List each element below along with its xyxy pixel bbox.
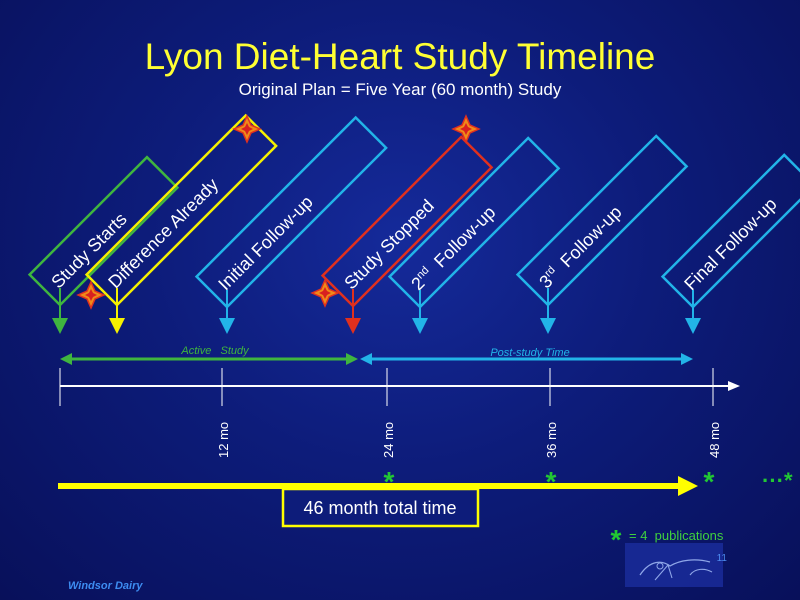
tick-label: 36 mo [544, 422, 559, 458]
continuation-marker: ···* [762, 468, 793, 493]
publication-marker: * [546, 466, 557, 497]
post-study-label: Post-study Time [490, 347, 569, 359]
active-study-period: Active Study [60, 345, 358, 365]
tick-label: 12 mo [216, 422, 231, 458]
tick-label: 48 mo [707, 422, 722, 458]
tick-label: 24 mo [381, 422, 396, 458]
footer-brand: Windsor Dairy [68, 580, 143, 592]
slide-number: 11 [717, 553, 728, 564]
event-label: Difference Already [104, 174, 222, 292]
legend-label: = 4 publications [629, 528, 724, 543]
burst-icon [77, 281, 105, 309]
legend-asterisk-icon: * [611, 524, 622, 555]
event-3rd-follow-up: 3rdFollow-up [515, 134, 689, 334]
subtitle: Original Plan = Five Year (60 month) Stu… [239, 80, 562, 99]
total-time-bar: 46 month total time [58, 476, 698, 528]
sketch-illustration [625, 543, 723, 587]
post-study-period: Post-study Time [360, 347, 693, 365]
active-study-label: Active Study [180, 345, 250, 357]
event-initial-follow-up: Initial Follow-up [194, 115, 388, 334]
timeline-axis [59, 368, 740, 406]
page-title: Lyon Diet-Heart Study Timeline [145, 36, 656, 77]
event-final-follow-up: Final Follow-up [660, 153, 800, 334]
publication-marker: * [384, 466, 395, 497]
burst-icon [452, 115, 480, 143]
publication-marker: * [704, 466, 715, 497]
burst-icon [311, 279, 339, 307]
burst-icon [233, 115, 261, 143]
event-label: 3rdFollow-up [535, 202, 625, 292]
total-time-label: 46 month total time [303, 498, 456, 518]
